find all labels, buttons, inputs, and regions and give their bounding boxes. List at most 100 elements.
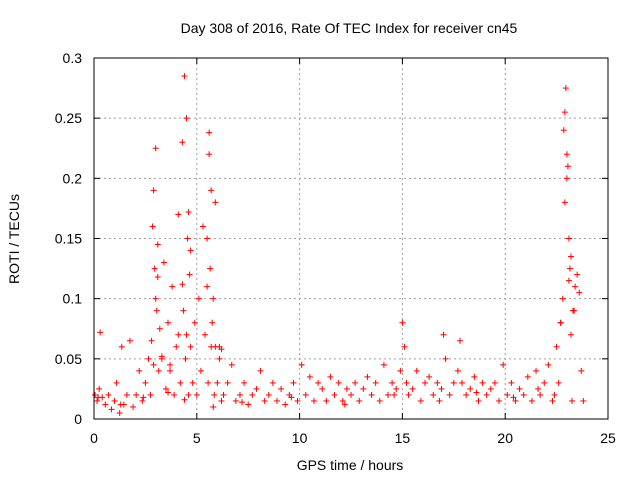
data-point (147, 391, 154, 398)
data-point (185, 209, 192, 216)
data-point (158, 353, 165, 360)
data-point (578, 367, 585, 374)
data-point (442, 355, 449, 362)
data-point (500, 361, 507, 368)
y-tick-label: 0 (74, 411, 82, 427)
data-point (516, 385, 523, 392)
data-point (541, 379, 548, 386)
x-tick-label: 15 (395, 430, 411, 446)
data-point (185, 391, 192, 398)
data-point (288, 394, 295, 401)
data-point (232, 397, 239, 404)
data-point (278, 385, 285, 392)
data-point (202, 331, 209, 338)
data-point (576, 289, 583, 296)
data-point (261, 397, 268, 404)
data-point (165, 389, 172, 396)
data-point (463, 391, 470, 398)
data-point (179, 139, 186, 146)
data-point (389, 379, 396, 386)
data-point (467, 385, 474, 392)
data-point (118, 343, 125, 350)
data-point (152, 145, 159, 152)
data-point (154, 241, 161, 248)
data-point (553, 343, 560, 350)
data-point (108, 406, 115, 413)
data-point (319, 385, 326, 392)
data-point (218, 397, 225, 404)
data-point (116, 409, 123, 416)
data-point (399, 319, 406, 326)
chart-title: Day 308 of 2016, Rate Of TEC Index for r… (181, 20, 518, 36)
data-point (339, 397, 346, 404)
data-point (306, 373, 313, 380)
data-point (475, 397, 482, 404)
data-point (239, 399, 246, 406)
data-point (206, 151, 213, 158)
x-tick-labels: 0 5 10 15 20 25 (90, 430, 616, 446)
data-point (537, 391, 544, 398)
data-point (580, 397, 587, 404)
data-point (180, 307, 187, 314)
data-point (565, 235, 572, 242)
data-point (139, 397, 146, 404)
data-point (111, 397, 118, 404)
x-tick-label: 25 (600, 430, 616, 446)
data-point (269, 379, 276, 386)
data-point (249, 391, 256, 398)
data-point (401, 343, 408, 350)
data-point (199, 223, 206, 230)
data-point (356, 397, 363, 404)
data-point (397, 367, 404, 374)
data-point (209, 319, 216, 326)
data-point (327, 373, 334, 380)
data-point (208, 187, 215, 194)
data-points (92, 73, 587, 416)
data-point (171, 391, 178, 398)
data-point (440, 331, 447, 338)
data-point (508, 379, 515, 386)
data-point (331, 391, 338, 398)
data-point (236, 391, 243, 398)
data-point (417, 397, 424, 404)
data-point (528, 397, 535, 404)
data-point (422, 379, 429, 386)
y-tick-label: 0.1 (63, 291, 83, 307)
data-point (352, 379, 359, 386)
data-point (145, 355, 152, 362)
data-point (204, 235, 211, 242)
data-point (335, 379, 342, 386)
data-point (152, 295, 159, 302)
data-point (569, 397, 576, 404)
data-point (510, 394, 517, 401)
data-point (151, 265, 158, 272)
data-point (561, 199, 568, 206)
data-point (454, 367, 461, 374)
data-point (391, 391, 398, 398)
data-point (348, 391, 354, 398)
x-tick-label: 10 (292, 430, 308, 446)
data-point (220, 391, 227, 398)
axis-ticks (93, 57, 609, 420)
y-tick-label: 0.25 (55, 110, 82, 126)
data-point (446, 391, 453, 398)
data-point (393, 385, 400, 392)
y-axis-label: ROTI / TECUs (6, 194, 22, 284)
data-point (189, 379, 196, 386)
data-point (290, 379, 297, 386)
data-point (205, 379, 212, 386)
grid-lines (94, 58, 608, 419)
data-point (207, 265, 214, 272)
y-tick-label: 0.2 (63, 170, 83, 186)
data-point (105, 391, 112, 398)
data-point (430, 391, 437, 398)
data-point (117, 401, 124, 408)
data-point (181, 73, 188, 80)
data-point (208, 343, 215, 350)
data-point (450, 379, 457, 386)
data-point (563, 175, 570, 182)
data-point (524, 373, 531, 380)
data-point (197, 367, 204, 374)
data-point (562, 85, 569, 92)
